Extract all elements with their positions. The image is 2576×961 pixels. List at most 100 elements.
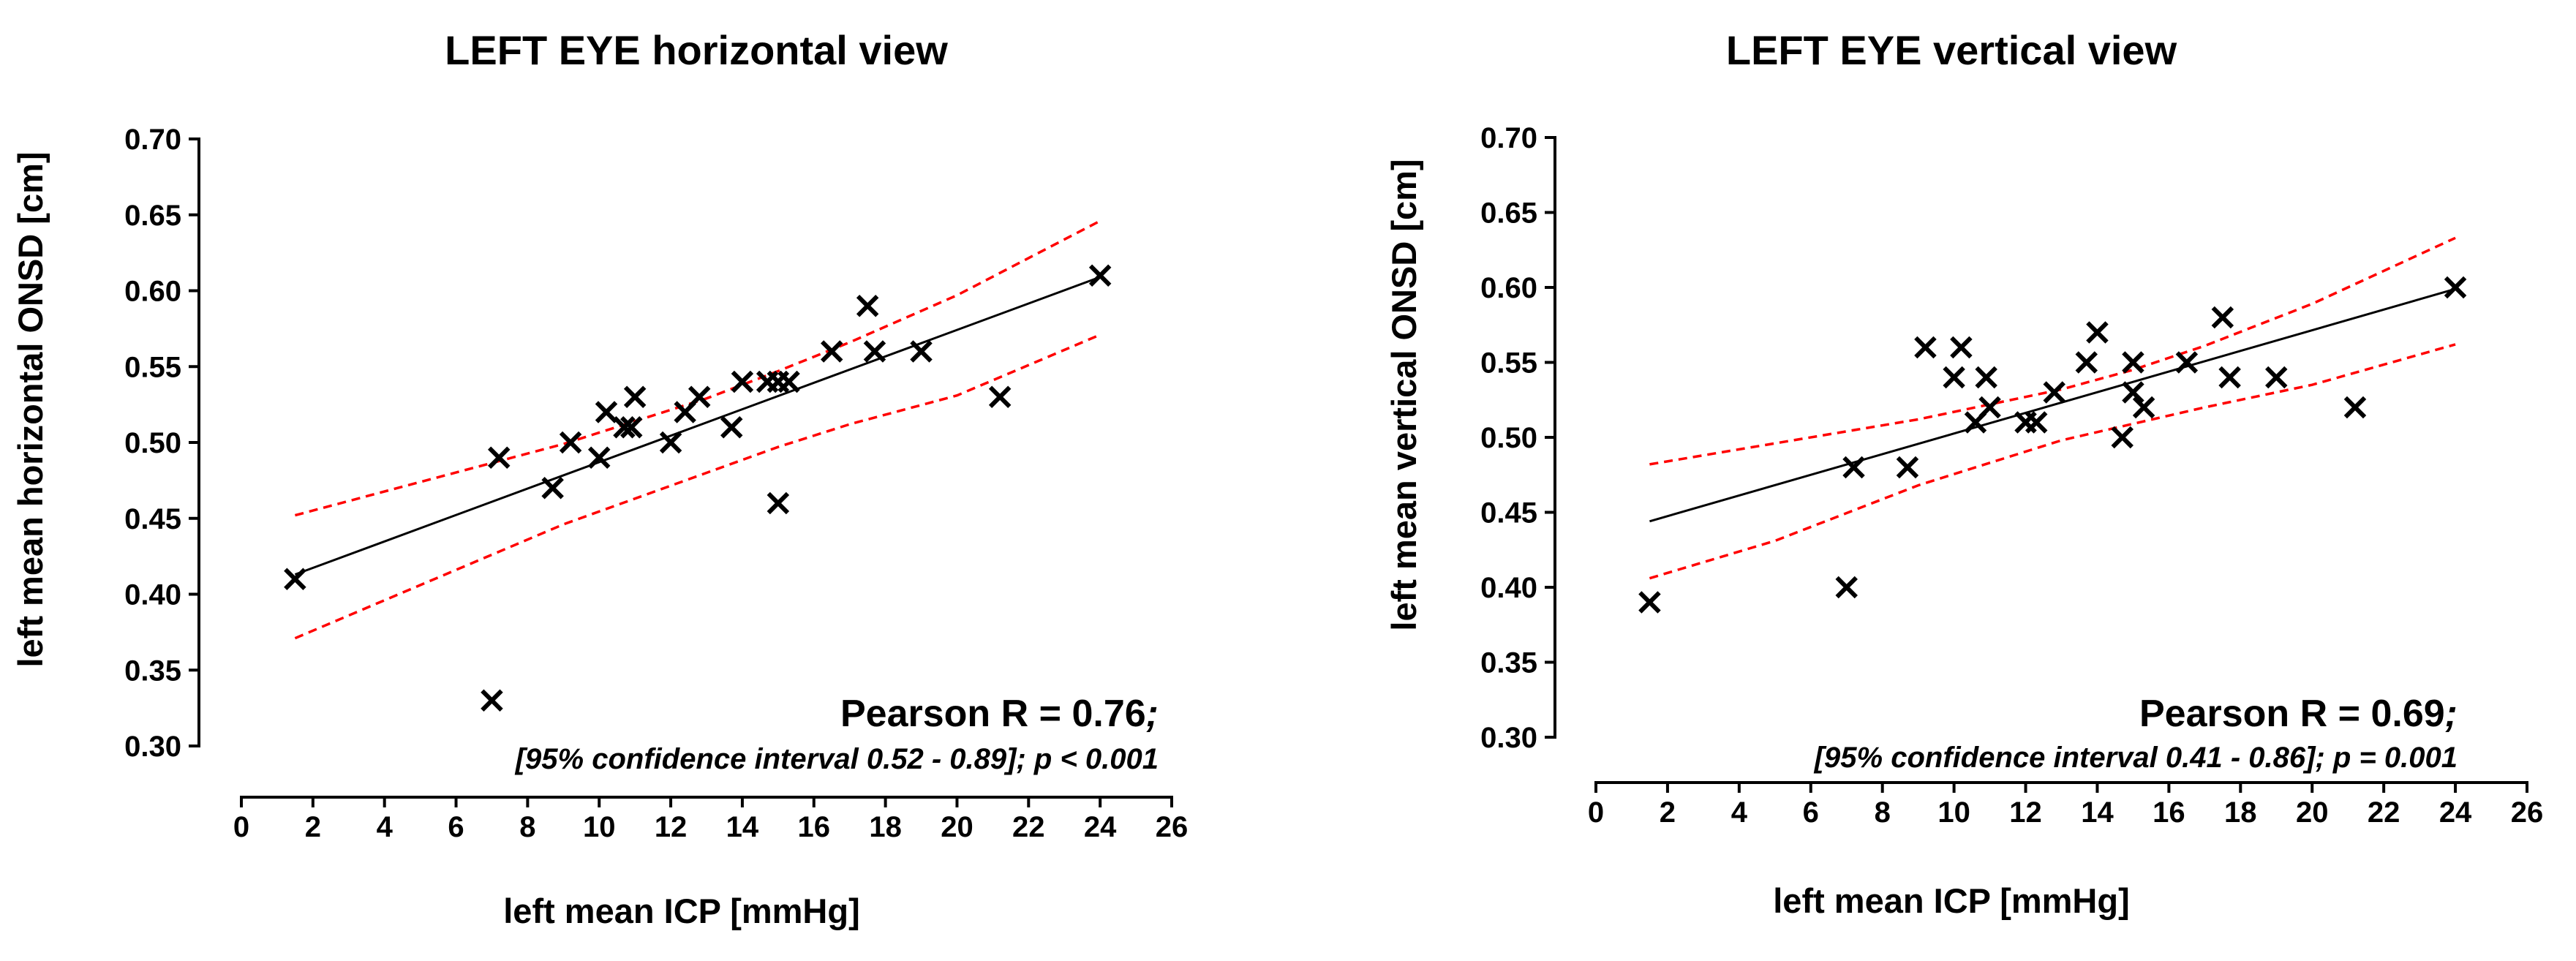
data-point bbox=[767, 491, 790, 515]
y-tick-label: 0.35 bbox=[1480, 647, 1537, 679]
data-point bbox=[910, 340, 933, 363]
y-tick-label: 0.55 bbox=[1480, 347, 1537, 380]
data-point bbox=[2211, 306, 2234, 329]
data-point bbox=[587, 446, 611, 469]
x-tick-label: 18 bbox=[2224, 796, 2257, 829]
y-tick-label: 0.45 bbox=[1480, 497, 1537, 530]
confidence-band bbox=[1649, 236, 2456, 580]
data-point bbox=[1950, 336, 1973, 359]
regression-line bbox=[294, 276, 1101, 576]
data-point bbox=[1835, 576, 1858, 599]
data-point bbox=[541, 477, 564, 500]
x-tick-label: 8 bbox=[1875, 796, 1891, 829]
x-tick-label: 0 bbox=[1588, 796, 1604, 829]
data-point bbox=[1088, 264, 1112, 287]
data-point bbox=[659, 431, 682, 454]
x-tick-label: 26 bbox=[2511, 796, 2544, 829]
data-point bbox=[2075, 351, 2098, 374]
pearson-value: Pearson R = 0.69 bbox=[2139, 693, 2445, 735]
x-tick-label: 8 bbox=[519, 811, 535, 843]
data-point bbox=[613, 416, 636, 439]
lower-confidence-line bbox=[294, 333, 1101, 640]
y-tick-label: 0.70 bbox=[1480, 122, 1537, 154]
data-point bbox=[2444, 276, 2467, 299]
x-ticks: 0 2 4 6 8 10 12 14 16 18 20 22 24 26 bbox=[1588, 783, 2543, 829]
y-tick-label: 0.30 bbox=[124, 731, 181, 763]
data-point bbox=[2218, 366, 2241, 389]
x-tick-label: 24 bbox=[2439, 796, 2472, 829]
x-tick-label: 16 bbox=[2153, 796, 2185, 829]
x-axis-label: left mean ICP [mmHg] bbox=[503, 892, 860, 930]
panel-horizontal: LEFT EYE horizontal view left mean horiz… bbox=[11, 27, 1188, 930]
data-point bbox=[2086, 321, 2109, 344]
data-point bbox=[1896, 456, 1919, 479]
panel-vertical: LEFT EYE vertical view left mean vertica… bbox=[1385, 27, 2543, 920]
pearson-annotation: Pearson R = 0.76; bbox=[840, 693, 1159, 735]
x-tick-label: 0 bbox=[233, 811, 249, 843]
pearson-annotation: Pearson R = 0.69; bbox=[2139, 693, 2458, 735]
confidence-annotation: [95% confidence interval 0.41 - 0.86]; p… bbox=[1813, 742, 2458, 774]
data-point bbox=[1914, 336, 1937, 359]
data-point bbox=[2122, 381, 2144, 404]
data-point bbox=[988, 385, 1012, 408]
data-point bbox=[1943, 366, 1965, 389]
y-tick-label: 0.65 bbox=[124, 200, 181, 232]
data-point bbox=[731, 370, 754, 393]
y-tick-label: 0.45 bbox=[124, 503, 181, 535]
data-point bbox=[2122, 351, 2144, 374]
chart-title: LEFT EYE vertical view bbox=[1726, 27, 2177, 73]
pearson-semicolon: ; bbox=[2445, 693, 2458, 735]
x-tick-label: 14 bbox=[726, 811, 759, 843]
x-tick-label: 20 bbox=[941, 811, 973, 843]
fit-line bbox=[294, 276, 1101, 576]
x-tick-label: 10 bbox=[1937, 796, 1970, 829]
data-point bbox=[1978, 396, 2001, 419]
data-point bbox=[623, 385, 647, 408]
x-axis-label: left mean ICP [mmHg] bbox=[1773, 881, 2130, 920]
y-axis-label: left mean horizontal ONSD [cm] bbox=[11, 151, 50, 667]
fit-line bbox=[1649, 287, 2456, 523]
data-point bbox=[1975, 366, 1997, 389]
x-tick-label: 22 bbox=[1012, 811, 1045, 843]
data-point bbox=[1842, 456, 1865, 479]
data-point bbox=[820, 340, 843, 363]
y-tick-label: 0.55 bbox=[124, 351, 181, 383]
data-point bbox=[284, 568, 306, 590]
x-ticks: 0 2 4 6 8 10 12 14 16 18 20 22 24 26 bbox=[233, 797, 1188, 843]
y-tick-label: 0.65 bbox=[1480, 197, 1537, 230]
data-point bbox=[559, 431, 582, 454]
upper-confidence-line bbox=[294, 219, 1101, 517]
pearson-value: Pearson R = 0.76 bbox=[840, 693, 1146, 735]
lower-confidence-line bbox=[1649, 343, 2456, 580]
x-tick-label: 6 bbox=[1803, 796, 1819, 829]
x-tick-label: 14 bbox=[2081, 796, 2114, 829]
data-point bbox=[620, 416, 643, 439]
data-point bbox=[595, 401, 618, 423]
x-tick-label: 20 bbox=[2296, 796, 2329, 829]
x-tick-label: 2 bbox=[305, 811, 321, 843]
x-tick-label: 6 bbox=[448, 811, 464, 843]
data-point bbox=[2025, 411, 2048, 434]
data-point bbox=[1638, 591, 1661, 614]
data-point bbox=[2175, 351, 2199, 374]
x-tick-label: 22 bbox=[2368, 796, 2400, 829]
data-point bbox=[488, 446, 511, 469]
data-point bbox=[2132, 396, 2155, 419]
data-point bbox=[481, 689, 503, 712]
data-point bbox=[856, 295, 879, 317]
y-tick-label: 0.60 bbox=[1480, 272, 1537, 304]
y-ticks: 0.30 0.35 0.40 0.45 0.50 0.55 0.60 0.65 0.70 bbox=[124, 124, 199, 763]
x-tick-label: 18 bbox=[869, 811, 902, 843]
data-points bbox=[1638, 276, 2467, 614]
y-ticks: 0.30 0.35 0.40 0.45 0.50 0.55 0.60 0.65 0.70 bbox=[1480, 122, 1555, 754]
x-tick-label: 26 bbox=[1156, 811, 1189, 843]
y-axis-label: left mean vertical ONSD [cm] bbox=[1385, 159, 1423, 630]
y-tick-label: 0.40 bbox=[124, 579, 181, 611]
data-point bbox=[2043, 381, 2065, 404]
data-point bbox=[863, 340, 886, 363]
x-tick-label: 16 bbox=[798, 811, 831, 843]
x-tick-label: 24 bbox=[1084, 811, 1117, 843]
y-tick-label: 0.50 bbox=[1480, 422, 1537, 454]
chart-title: LEFT EYE horizontal view bbox=[445, 27, 948, 73]
x-tick-label: 4 bbox=[1731, 796, 1748, 829]
